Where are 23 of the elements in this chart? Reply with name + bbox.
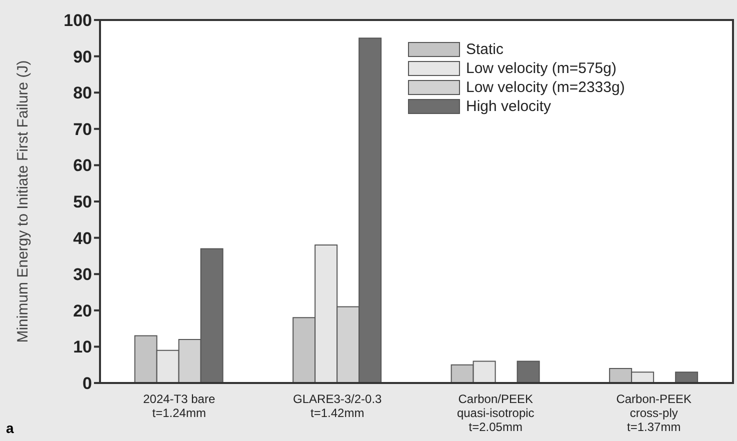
- y-tick-label: 60: [73, 156, 92, 176]
- y-tick-label: 70: [73, 120, 92, 139]
- x-tick-label: Carbon-PEEK cross-ply t=1.37mm: [616, 392, 692, 434]
- y-axis-title: Minimum Energy to Initiate First Failure (J): [14, 60, 32, 343]
- y-tick-label: 40: [73, 228, 92, 248]
- y-tick-label: 30: [73, 265, 92, 284]
- x-tick-label: 2024-T3 bare t=1.24mm: [143, 392, 216, 420]
- legend-label: Static: [466, 40, 504, 59]
- y-tick-label: 10: [73, 338, 92, 357]
- legend-label: Low velocity (m=575g): [466, 59, 616, 78]
- y-tick-label: 90: [73, 47, 92, 66]
- y-tick-label: 50: [73, 192, 92, 212]
- bar: [675, 372, 698, 383]
- x-tick-label: Carbon/PEEK quasi-isotropic t=2.05mm: [456, 392, 534, 434]
- x-tick-label: GLARE3-3/2-0.3 t=1.42mm: [293, 392, 382, 420]
- text: a: [6, 420, 14, 436]
- y-tick-label: 20: [73, 301, 92, 320]
- y-tick-label: 0: [82, 374, 92, 394]
- legend-label: Low velocity (m=2333g): [466, 78, 625, 97]
- legend-label: High velocity: [466, 97, 552, 116]
- y-tick-label: 80: [73, 84, 92, 103]
- y-tick-label: 100: [64, 11, 92, 30]
- bar: [516, 360, 540, 383]
